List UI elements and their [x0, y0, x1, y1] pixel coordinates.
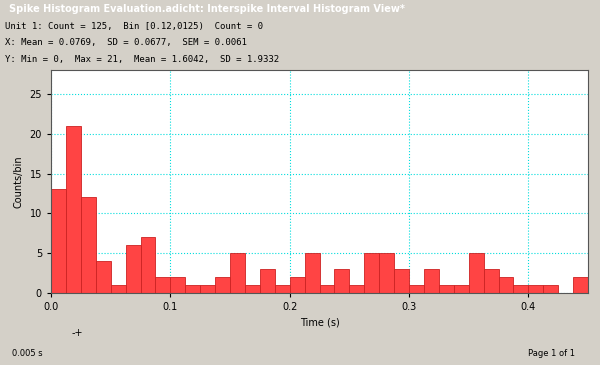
Bar — [96, 261, 110, 293]
Bar — [409, 285, 424, 293]
Bar — [245, 285, 260, 293]
X-axis label: Time (s): Time (s) — [299, 318, 340, 327]
Bar — [51, 189, 66, 293]
Bar — [305, 253, 320, 293]
Bar — [320, 285, 334, 293]
Bar — [529, 285, 543, 293]
Bar — [469, 253, 484, 293]
Bar — [334, 269, 349, 293]
Bar — [260, 269, 275, 293]
Bar — [543, 285, 558, 293]
Bar — [66, 126, 81, 293]
Text: X: Mean = 0.0769,  SD = 0.0677,  SEM = 0.0061: X: Mean = 0.0769, SD = 0.0677, SEM = 0.0… — [5, 38, 247, 47]
Text: Page 1 of 1: Page 1 of 1 — [528, 350, 575, 358]
Bar — [155, 277, 170, 293]
Text: Spike Histogram Evaluation.adicht: Interspike Interval Histogram View*: Spike Histogram Evaluation.adicht: Inter… — [9, 4, 405, 14]
Bar — [200, 285, 215, 293]
Bar — [573, 277, 588, 293]
Text: Y: Min = 0,  Max = 21,  Mean = 1.6042,  SD = 1.9332: Y: Min = 0, Max = 21, Mean = 1.6042, SD … — [5, 55, 279, 64]
Bar — [364, 253, 379, 293]
Bar — [185, 285, 200, 293]
Text: 0.005 s: 0.005 s — [12, 350, 43, 358]
Bar — [349, 285, 364, 293]
Bar — [514, 285, 529, 293]
Bar — [439, 285, 454, 293]
Bar — [290, 277, 305, 293]
Text: -+: -+ — [72, 328, 83, 338]
Bar — [230, 253, 245, 293]
Y-axis label: Counts/bin: Counts/bin — [14, 155, 24, 208]
Bar — [215, 277, 230, 293]
Bar — [110, 285, 125, 293]
Bar — [424, 269, 439, 293]
Bar — [125, 245, 140, 293]
Bar — [379, 253, 394, 293]
Bar — [394, 269, 409, 293]
Bar — [454, 285, 469, 293]
Bar — [484, 269, 499, 293]
Bar — [275, 285, 290, 293]
Text: Unit 1: Count = 125,  Bin [0.12,0125)  Count = 0: Unit 1: Count = 125, Bin [0.12,0125) Cou… — [5, 22, 263, 31]
Bar — [81, 197, 96, 293]
Bar — [170, 277, 185, 293]
Bar — [499, 277, 514, 293]
Bar — [140, 237, 155, 293]
